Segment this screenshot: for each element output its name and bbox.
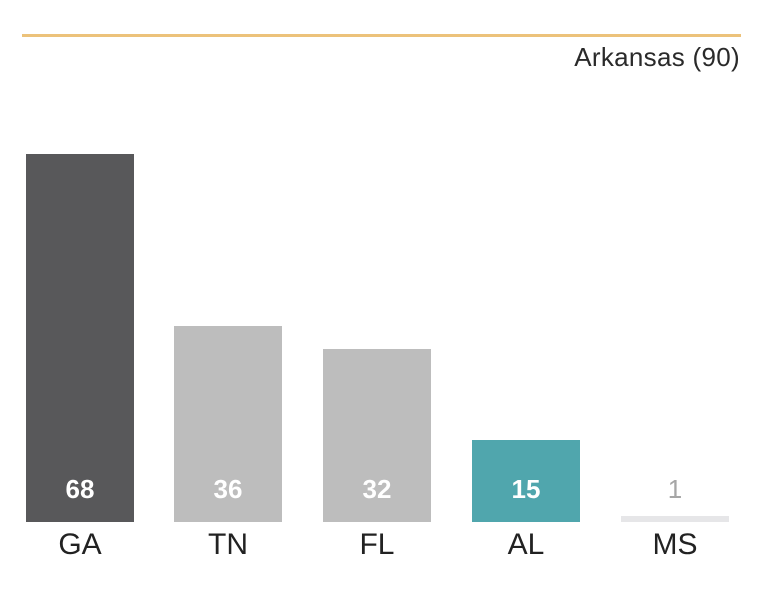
category-label-ga: GA bbox=[58, 528, 102, 561]
value-label-ga: 68 bbox=[65, 474, 95, 504]
value-label-fl: 32 bbox=[362, 474, 392, 504]
category-label-ms: MS bbox=[652, 528, 698, 561]
header-rule bbox=[22, 34, 741, 37]
category-label-fl: FL bbox=[359, 528, 395, 561]
category-label-tn: TN bbox=[208, 528, 248, 561]
value-label-ms: 1 bbox=[667, 474, 683, 504]
bar-ga bbox=[26, 154, 134, 522]
category-label-al: AL bbox=[507, 528, 545, 561]
value-label-al: 15 bbox=[511, 474, 541, 504]
bar-fl bbox=[323, 349, 431, 522]
bar-tn bbox=[174, 326, 282, 522]
value-label-tn: 36 bbox=[213, 474, 243, 504]
chart-title: Arkansas (90) bbox=[574, 42, 740, 72]
bar-al bbox=[472, 440, 580, 522]
bar-ms bbox=[621, 516, 729, 522]
